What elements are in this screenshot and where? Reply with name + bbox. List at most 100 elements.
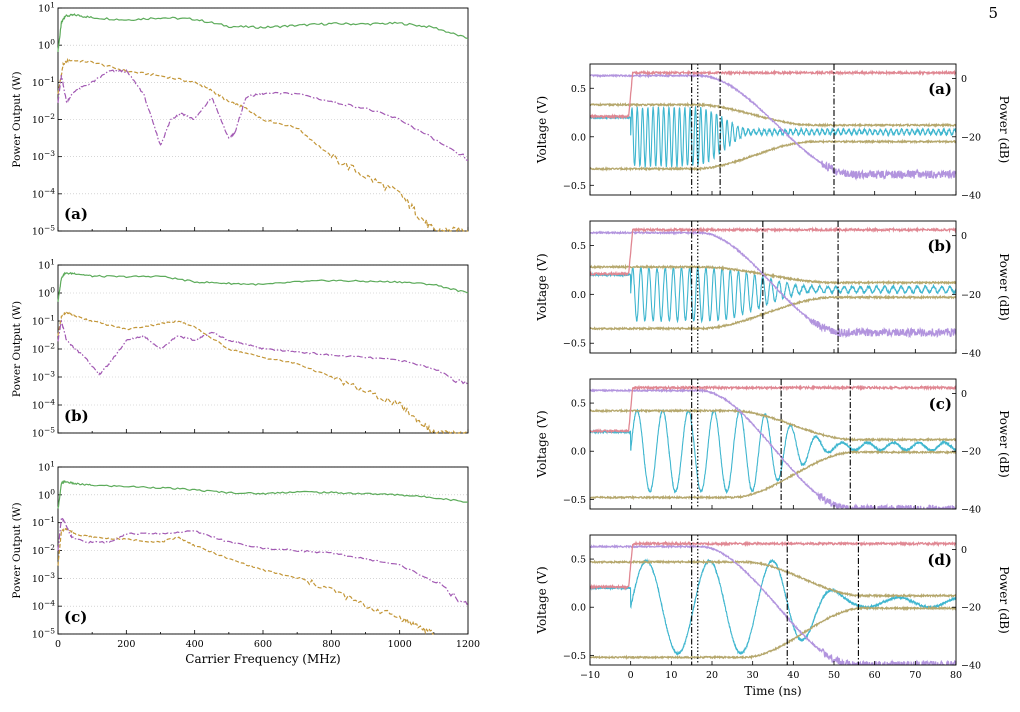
y-axis-label: Power Output (W) (11, 502, 23, 598)
y-axis-label: Voltage (V) (535, 566, 549, 634)
y-tick-label: 100 (38, 487, 55, 501)
y-right-tick-label: −20 (961, 290, 981, 301)
y-right-tick-label: −40 (961, 191, 981, 202)
y-tick-label: 10−1 (32, 314, 55, 328)
x-tick-label: −10 (580, 670, 600, 681)
power-step-line (590, 384, 956, 435)
x-tick-label: 40 (787, 670, 799, 681)
y-tick-label: 101 (38, 460, 55, 474)
left-chart-1: 101 100 10−1 10−2 10−3 10−4 10−5 Power Output (… (11, 1, 469, 238)
panel-label: (b) (927, 237, 952, 255)
y-tick-label: 10−2 (32, 112, 55, 126)
envelope-line-upper (590, 263, 956, 286)
series-line-green (57, 271, 469, 302)
y-tick-label: 0.0 (571, 447, 586, 458)
pulse-signal-line (590, 408, 956, 495)
panel-label: (b) (64, 407, 89, 425)
y-tick-label: 101 (38, 258, 55, 272)
y-tick-label: 10−1 (32, 515, 55, 529)
series-line-orange (57, 310, 469, 435)
series-line-purple (57, 319, 469, 386)
power-decay-line (590, 229, 956, 339)
y-right-axis-label: Power (dB) (997, 96, 1011, 164)
y-tick-label: 0.0 (571, 132, 586, 143)
x-tick-label: 50 (828, 670, 840, 681)
x-tick-label: 1200 (456, 639, 480, 650)
y-right-axis-label: Power (dB) (997, 566, 1011, 634)
y-right-tick-label: −40 (961, 505, 981, 516)
x-tick-label: 1000 (388, 639, 412, 650)
y-right-tick-label: −20 (961, 603, 981, 614)
right-chart-3: 0.5 0.0 −0.5 0 −20 −40 Voltage (V) Power (dB) (c… (535, 378, 1011, 516)
series-line-green (57, 13, 469, 53)
y-right-tick-label: −40 (961, 661, 981, 672)
y-right-tick-label: 0 (961, 231, 967, 242)
y-tick-label: 100 (38, 38, 55, 52)
panel-label: (c) (929, 395, 952, 413)
plot-frame (589, 534, 957, 666)
right-chart-1: 0.5 0.0 −0.5 0 −20 −40 Voltage (V) Power (dB) (a… (535, 63, 1011, 202)
panel-label: (d) (927, 551, 952, 569)
power-step-line (590, 226, 956, 277)
y-tick-label: −0.5 (563, 651, 586, 662)
series-line-purple (57, 516, 469, 607)
left-chart-2: 101 100 10−1 10−2 10−3 10−4 10−5 Power Output (… (11, 258, 469, 440)
plot-area (590, 384, 956, 509)
pulse-signal-line (590, 265, 956, 324)
right-chart-2: 0.5 0.0 −0.5 0 −20 −40 Voltage (V) Power (dB) (b… (535, 220, 1011, 360)
y-right-tick-label: −20 (961, 132, 981, 143)
envelope-line-upper (590, 558, 956, 599)
y-tick-label: 101 (38, 1, 55, 15)
y-right-axis-label: Power (dB) (997, 410, 1011, 478)
plot-area (590, 226, 956, 339)
y-tick-label: 10−2 (32, 342, 55, 356)
y-tick-label: 10−3 (32, 370, 55, 384)
envelope-line-lower (590, 449, 956, 501)
power-step-line (590, 69, 956, 120)
plot-frame (589, 378, 957, 510)
y-axis-label: Power Output (W) (11, 301, 23, 397)
envelope-line-lower (590, 605, 956, 661)
plot-area (590, 69, 956, 181)
x-tick-label: 20 (706, 670, 718, 681)
power-decay-line (590, 72, 956, 181)
y-right-tick-label: −20 (961, 447, 981, 458)
x-tick-label: 10 (665, 670, 677, 681)
panel-label: (a) (928, 80, 952, 98)
y-axis-label: Power Output (W) (11, 71, 23, 167)
pulse-signal-line (590, 558, 956, 656)
x-tick-label: 200 (117, 639, 135, 650)
x-tick-label: 70 (909, 670, 921, 681)
y-tick-label: 0.0 (571, 290, 586, 301)
left-chart-3: 101 100 10−1 10−2 10−3 10−4 10−50 200 400 600 800 1… (11, 460, 480, 667)
envelope-line-upper (590, 408, 956, 443)
x-axis-label: Time (ns) (744, 684, 801, 698)
y-axis-label: Voltage (V) (535, 253, 549, 321)
y-tick-label: 100 (38, 286, 55, 300)
y-axis-label: Voltage (V) (535, 410, 549, 478)
series-line-green (57, 479, 468, 509)
y-tick-label: 0.5 (571, 399, 586, 410)
y-tick-label: 10−5 (32, 224, 55, 238)
x-tick-label: 60 (869, 670, 881, 681)
pulse-signal-line (590, 105, 956, 169)
y-tick-label: −0.5 (563, 181, 586, 192)
x-tick-label: 0 (628, 670, 634, 681)
series-line-orange (57, 57, 468, 233)
y-tick-label: −0.5 (563, 339, 586, 350)
y-tick-label: 0.0 (571, 603, 586, 614)
x-tick-label: 80 (950, 670, 962, 681)
y-tick-label: 0.5 (571, 555, 586, 566)
series-line-orange (57, 527, 434, 635)
y-tick-label: 10−2 (32, 543, 55, 557)
envelope-line-upper (590, 101, 956, 128)
power-decay-line (590, 387, 956, 509)
y-right-tick-label: 0 (961, 74, 967, 85)
y-tick-label: 10−5 (32, 426, 55, 440)
y-right-tick-label: 0 (961, 545, 967, 556)
envelope-line-lower (590, 138, 956, 172)
plot-area (590, 540, 956, 665)
y-tick-label: 10−4 (32, 599, 55, 613)
y-tick-label: 0.5 (571, 241, 586, 252)
